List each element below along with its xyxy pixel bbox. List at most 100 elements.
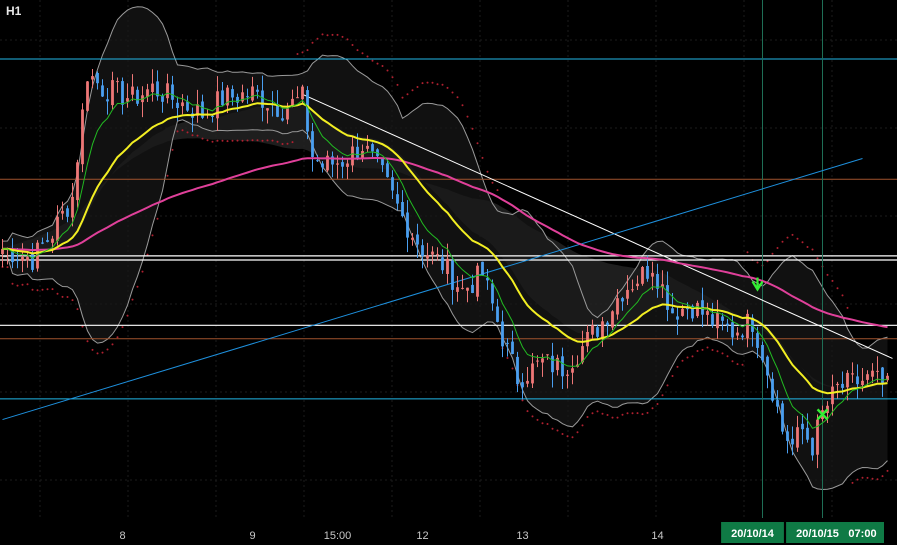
psar-dot: [661, 394, 664, 397]
candle: [636, 275, 639, 290]
candle-body: [696, 302, 699, 317]
candle: [211, 115, 214, 123]
candle: [406, 200, 409, 253]
psar-dot: [586, 416, 589, 418]
candle-body: [836, 383, 839, 386]
candle-body: [551, 355, 554, 373]
psar-dot: [681, 359, 684, 362]
candle-body: [156, 81, 159, 97]
candle-body: [91, 76, 94, 80]
candle-body: [401, 202, 404, 217]
psar-dot: [781, 240, 784, 243]
candle-body: [626, 289, 629, 299]
candle-body: [56, 216, 59, 241]
candle-body: [146, 89, 149, 97]
candle-body: [131, 86, 134, 95]
candle: [306, 86, 309, 140]
candle-body: [536, 360, 539, 362]
candle-body: [86, 81, 89, 111]
psar-dot: [21, 283, 24, 286]
candle: [721, 313, 724, 331]
candle: [371, 142, 374, 159]
candle: [696, 300, 699, 318]
candle: [526, 366, 529, 388]
psar-dot: [846, 306, 849, 309]
candle: [556, 354, 559, 376]
candle-body: [51, 238, 54, 243]
psar-dot: [396, 83, 399, 86]
candle-body: [291, 98, 294, 105]
candle-body: [586, 332, 589, 347]
candle: [706, 302, 709, 326]
candle: [816, 414, 819, 469]
candle-body: [441, 257, 444, 271]
psar-dot: [136, 285, 139, 288]
psar-dot: [546, 423, 549, 425]
psar-dot: [181, 129, 184, 132]
candle-body: [331, 156, 334, 165]
candle-body: [286, 108, 289, 120]
candle: [871, 363, 874, 384]
candle-body: [531, 363, 534, 384]
x-tick-label: 20/10/14: [731, 528, 775, 540]
trendline-white: [302, 93, 893, 359]
psar-dot: [66, 296, 69, 298]
candle-body: [676, 316, 679, 320]
psar-dot: [186, 131, 189, 134]
candle-body: [126, 98, 129, 102]
psar-dot: [326, 34, 329, 37]
psar-dot: [336, 33, 339, 36]
candle-body: [461, 287, 464, 289]
x-tick-label: 9: [249, 530, 255, 542]
psar-dot: [116, 336, 119, 339]
psar-dot: [851, 481, 854, 484]
candle-body: [116, 81, 119, 83]
psar-dot: [226, 140, 229, 143]
candle: [756, 326, 759, 359]
candle-body: [386, 163, 389, 178]
candle: [851, 362, 854, 383]
psar-dot: [756, 261, 759, 264]
candle: [836, 381, 839, 399]
candle: [396, 181, 399, 211]
candle-body: [16, 260, 19, 262]
x-tick-label: 15:00: [324, 530, 352, 542]
psar-dot: [121, 326, 124, 329]
psar-dot: [626, 412, 629, 415]
candle: [266, 108, 269, 124]
candle-body: [221, 90, 224, 106]
psar-dot: [486, 170, 489, 173]
candle-body: [801, 423, 804, 430]
psar-dot: [651, 407, 654, 410]
candle: [11, 238, 14, 269]
candle: [456, 276, 459, 302]
candle-body: [671, 308, 674, 314]
candle: [41, 237, 44, 245]
psar-dot: [871, 477, 874, 480]
psar-dot: [371, 59, 374, 62]
candle-body: [746, 313, 749, 339]
candle-body: [776, 400, 779, 407]
candle-body: [246, 96, 249, 98]
candle-body: [481, 261, 484, 276]
candle: [251, 76, 254, 103]
candle: [571, 355, 574, 385]
candle: [631, 279, 634, 293]
candle: [246, 88, 249, 104]
timeframe-label: H1: [6, 4, 22, 18]
candle: [31, 243, 34, 273]
candle-body: [436, 254, 439, 256]
psar-dot: [386, 69, 389, 72]
x-axis: 8 9 15:00 12 13 14 20/10/14 20/10/15 07:00: [119, 522, 884, 543]
psar-dot: [786, 236, 789, 239]
psar-dot: [456, 96, 459, 99]
psar-dot: [471, 127, 474, 130]
psar-dot: [521, 399, 524, 402]
psar-dot: [886, 469, 889, 472]
psar-dot: [61, 295, 64, 298]
psar-dot: [56, 292, 59, 295]
candle: [166, 73, 169, 104]
candle-body: [486, 277, 489, 281]
candle-body: [21, 257, 24, 261]
